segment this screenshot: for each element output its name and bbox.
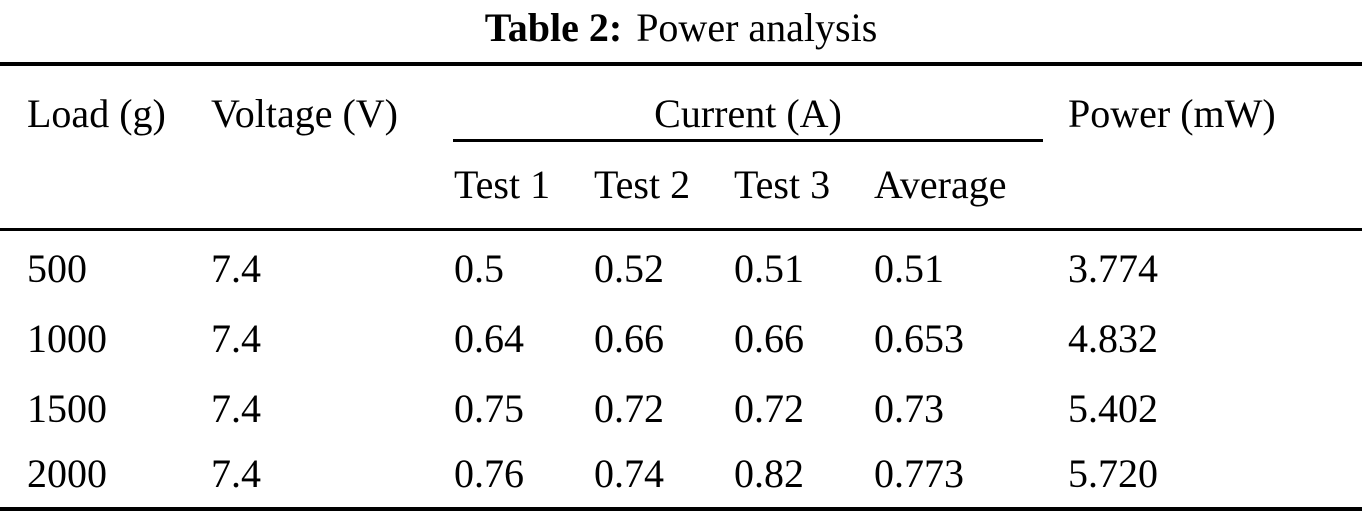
header-test1: Test 1 (454, 162, 551, 207)
header-current-group: Current (A) (654, 91, 842, 136)
cell-voltage: 7.4 (211, 451, 261, 496)
cell-test2: 0.72 (594, 386, 664, 431)
cell-load: 2000 (27, 451, 107, 496)
cell-power: 3.774 (1068, 246, 1158, 291)
cell-power: 5.402 (1068, 386, 1158, 431)
cell-load: 1000 (27, 316, 107, 361)
table-caption: Table 2: Power analysis (0, 4, 1362, 52)
cell-test3: 0.72 (734, 386, 804, 431)
header-load: Load (g) (27, 91, 166, 136)
table-caption-text: Power analysis (636, 5, 878, 50)
cell-average: 0.73 (874, 386, 944, 431)
cell-voltage: 7.4 (211, 386, 261, 431)
mid-rule (0, 228, 1362, 231)
cell-test2: 0.74 (594, 451, 664, 496)
cell-test3: 0.82 (734, 451, 804, 496)
cell-test1: 0.76 (454, 451, 524, 496)
table-caption-label: Table 2: (484, 5, 623, 50)
header-test2: Test 2 (594, 162, 691, 207)
cell-load: 1500 (27, 386, 107, 431)
header-test3: Test 3 (734, 162, 831, 207)
cell-power: 4.832 (1068, 316, 1158, 361)
cell-test1: 0.75 (454, 386, 524, 431)
header-power: Power (mW) (1068, 91, 1276, 136)
cell-power: 5.720 (1068, 451, 1158, 496)
bottom-rule (0, 507, 1362, 511)
cell-load: 500 (27, 246, 87, 291)
top-rule (0, 62, 1362, 66)
cell-test2: 0.52 (594, 246, 664, 291)
cell-test1: 0.64 (454, 316, 524, 361)
header-voltage: Voltage (V) (211, 91, 398, 136)
cell-average: 0.653 (874, 316, 964, 361)
cell-average: 0.773 (874, 451, 964, 496)
cell-voltage: 7.4 (211, 316, 261, 361)
cell-test3: 0.51 (734, 246, 804, 291)
header-average: Average (874, 162, 1007, 207)
cell-test2: 0.66 (594, 316, 664, 361)
cell-test3: 0.66 (734, 316, 804, 361)
cell-average: 0.51 (874, 246, 944, 291)
cell-test1: 0.5 (454, 246, 504, 291)
cell-voltage: 7.4 (211, 246, 261, 291)
current-group-rule (453, 139, 1043, 142)
